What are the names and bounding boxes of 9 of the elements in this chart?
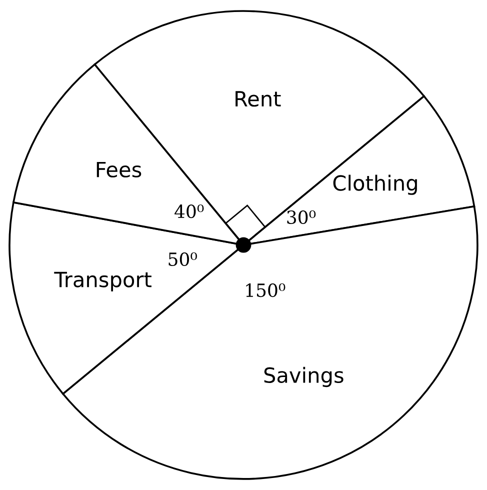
slice-label: Clothing xyxy=(333,174,417,195)
data-label: 50⁰ xyxy=(168,252,197,266)
data-label: 40⁰ xyxy=(174,204,204,218)
slice-label: Transport xyxy=(54,272,152,292)
data-label: 150⁰ xyxy=(246,283,286,298)
slice-label: Fees xyxy=(96,162,142,178)
slice-label: Rent xyxy=(236,91,281,107)
slice-label: Savings xyxy=(264,366,344,388)
data-label: 30⁰ xyxy=(287,210,316,224)
